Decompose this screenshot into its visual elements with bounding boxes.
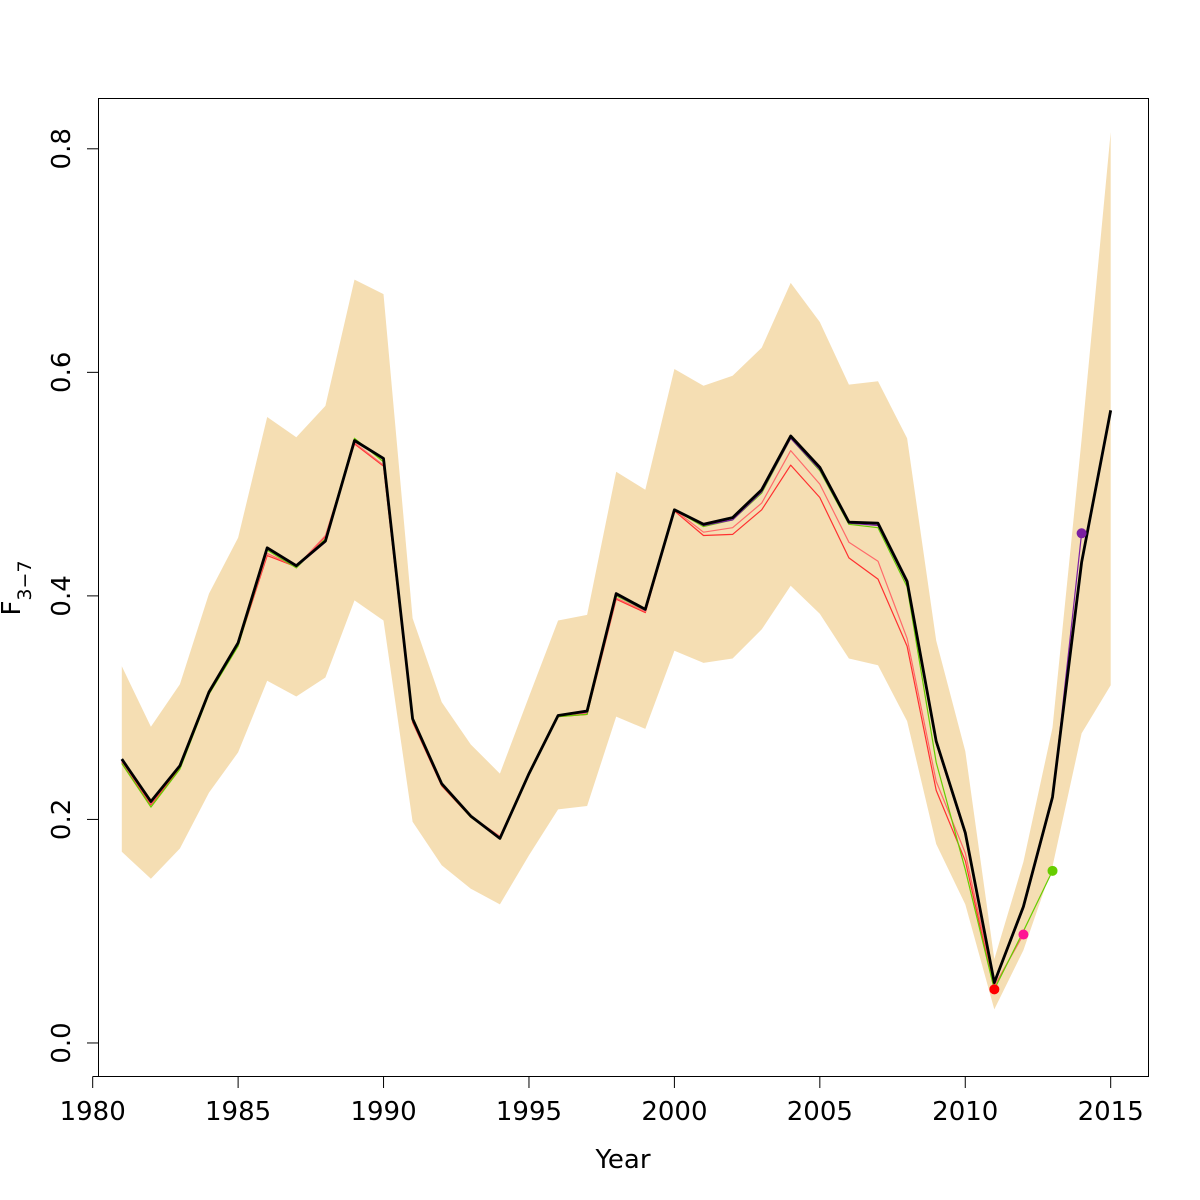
series-point-2011 — [989, 984, 1000, 995]
axis-layer: 1980 1985 1990 1995 2000 2005 2010 2015 0.0 0.2 0.… — [47, 128, 1144, 1127]
x-tick-label: 1990 — [350, 1097, 416, 1127]
x-tick-label: 1995 — [496, 1097, 562, 1127]
y-axis-title-main: F — [0, 601, 27, 616]
confidence-band-layer — [121, 132, 1111, 1010]
y-axis-title: F3−7 — [0, 560, 36, 615]
marker-layer — [989, 528, 1087, 995]
x-axis-title: Year — [594, 1145, 650, 1175]
x-tick-label: 1985 — [205, 1097, 271, 1127]
series-point-2012 — [1018, 929, 1029, 940]
series-line-3 — [121, 437, 1054, 990]
y-tick-label: 0.6 — [47, 352, 77, 393]
series-point-2013 — [1047, 865, 1058, 876]
y-tick-label: 0.2 — [47, 799, 77, 840]
series-point-2014 — [1076, 528, 1087, 539]
confidence-band — [121, 132, 1111, 1010]
series-line-5 — [120, 410, 1113, 984]
x-tick-label: 1980 — [60, 1097, 126, 1127]
y-tick-label: 0.8 — [47, 128, 77, 169]
y-axis-title-subscript: 3−7 — [14, 560, 36, 600]
series-layer — [120, 410, 1113, 990]
x-tick-label: 2015 — [1078, 1097, 1144, 1127]
x-tick-label: 2010 — [932, 1097, 998, 1127]
y-tick-label: 0.4 — [47, 575, 77, 616]
y-tick-label: 0.0 — [47, 1022, 77, 1063]
x-tick-label: 2000 — [641, 1097, 707, 1127]
x-tick-label: 2005 — [787, 1097, 853, 1127]
